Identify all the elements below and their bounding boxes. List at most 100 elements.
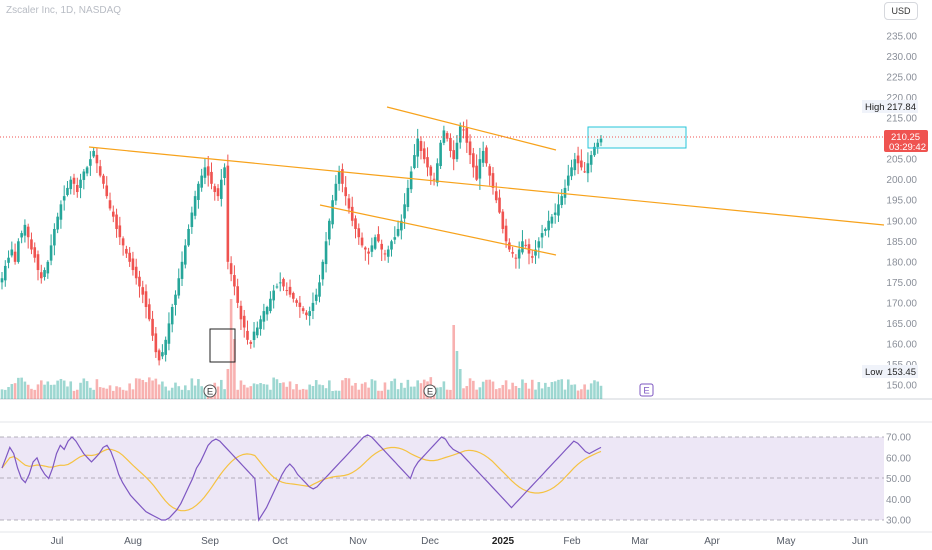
trend-line-upper[interactable] [386,106,557,151]
candle-body [200,175,203,188]
currency-button[interactable]: USD [884,2,918,20]
candle-body [593,146,596,156]
candle-body [118,225,122,238]
volume-bar [236,389,239,399]
volume-bar [514,386,518,399]
volume-bar [504,380,508,399]
volume-bar [341,380,344,399]
volume-bar [164,386,167,399]
candle-body [560,196,564,206]
rsi-tick-label: 40.00 [886,495,911,506]
candle-body [26,226,30,238]
candle-body [308,311,311,316]
volume-bar [436,387,439,399]
volume-bar [311,385,315,399]
volume-bar [409,386,413,399]
volume-bar [246,387,249,399]
volume-bar [259,383,262,399]
volume-bar [560,379,564,399]
earnings-marker-sep[interactable]: E [203,384,217,398]
candle-body [17,241,20,262]
candle-body [439,142,442,167]
price-tick-label: 235.00 [886,32,917,43]
volume-bar [33,389,37,399]
volume-bar [586,389,590,399]
candle-body [442,130,446,143]
volume-bar [314,380,318,399]
rsi-tick-label: 70.00 [886,433,911,444]
rsi-axis[interactable]: 70.00 60.00 50.00 40.00 30.00 [886,433,911,527]
volume-bar [589,383,593,399]
candle-body [589,155,593,165]
volume-bar [517,387,521,399]
candle-body [236,286,239,303]
candle-body [426,157,429,168]
volume-bar [197,379,200,399]
candle-body [216,188,220,197]
volume-bar [144,382,148,399]
candle-body [324,241,328,265]
candle-body [0,278,4,283]
volume-bar [193,385,197,399]
trend-line-channel[interactable] [319,204,557,256]
volume-bar [75,389,79,399]
candle-body [301,308,305,312]
earnings-marker-upcoming[interactable]: E [639,383,654,397]
candle-body [331,200,334,225]
volume-bar [465,386,469,399]
candle-body [494,191,498,201]
volume-bar [524,382,528,399]
volume-bar [282,382,285,399]
candle-body [170,306,174,325]
candle-body [282,278,285,287]
price-tick-label: 220.00 [886,93,917,104]
volume-bar [89,387,92,399]
volume-bar [501,384,505,399]
low-tag: Low 153.45 [862,365,918,378]
time-tick-label: Apr [704,536,720,547]
candle-body [360,237,364,246]
rsi-ma-line [1,446,602,512]
volume-bar [462,388,465,399]
earnings-marker-dec[interactable]: E [423,384,437,398]
high-value: 217.84 [887,102,916,113]
candle-body [563,187,567,198]
trend-line-lower-long[interactable] [88,146,885,226]
price-axis[interactable]: 235.00230.00225.00220.00215.00210.00205.… [886,32,917,392]
price-tick-label: 215.00 [886,114,917,125]
highlight-box-sep[interactable] [209,328,236,363]
time-axis[interactable]: Jul Aug Sep Oct Nov Dec 2025 Feb Mar Apr May Jun [51,536,868,547]
volume-bar [275,379,279,399]
candle-body [242,315,246,328]
volume-bar [138,378,141,399]
volume-bar [180,389,184,399]
candle-body [436,163,439,183]
volume-bar [373,380,377,399]
volume-bar [147,377,151,399]
volume-bar [26,384,30,399]
volume-bar [161,381,164,399]
candle-body [49,245,53,261]
volume-bar [413,386,416,399]
candle-body [583,171,586,173]
volume-bar [334,390,338,399]
volume-bar [580,389,583,399]
time-tick-label: Mar [631,536,649,547]
volume-bar [56,380,59,399]
low-value: 153.45 [887,367,916,378]
candle-body [566,175,570,186]
candle-body [226,165,230,262]
candle-body [311,302,315,311]
volume-bar [239,380,243,399]
candle-body [550,216,554,224]
volume-bar [540,388,544,399]
volume-bar [272,377,275,399]
candle-body [128,252,131,262]
chart-title: Zscaler Inc, 1D, NASDAQ [6,5,121,16]
volume-bar [576,390,580,399]
candle-body [341,169,344,184]
candle-body [511,252,514,254]
volume-bar [269,389,272,399]
candle-body [321,261,325,280]
